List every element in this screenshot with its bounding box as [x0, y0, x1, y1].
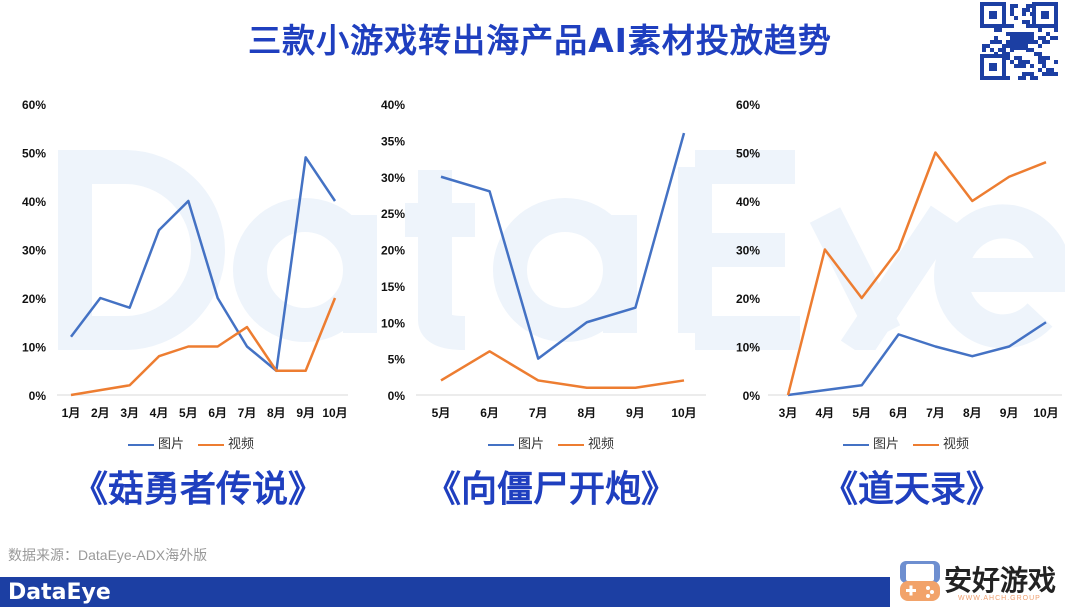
x-tick-label: 1月	[62, 406, 81, 420]
legend-3: 图片 视频	[843, 433, 969, 452]
footer-logo: DataEye	[8, 580, 111, 605]
brand-url: WWW.AHCH.GROUP	[958, 595, 1041, 602]
x-tick-label: 9月	[1000, 406, 1019, 420]
y-tick-label: 20%	[381, 244, 405, 258]
y-tick-label: 30%	[736, 244, 760, 258]
qr-code	[980, 2, 1058, 80]
y-tick-label: 60%	[736, 98, 760, 112]
series-line-video	[786, 151, 1047, 396]
y-tick-label: 0%	[388, 389, 406, 403]
y-tick-label: 30%	[22, 244, 46, 258]
game-title-3: 《道天录》	[822, 469, 1003, 510]
y-tick-label: 0%	[29, 389, 47, 403]
x-tick-label: 10月	[1033, 406, 1058, 420]
y-tick-label: 60%	[22, 98, 46, 112]
y-tick-label: 40%	[736, 195, 760, 209]
legend-video: 视频	[228, 436, 255, 451]
x-tick-label: 3月	[779, 406, 798, 420]
x-tick-label: 6月	[889, 406, 908, 420]
y-tick-label: 50%	[22, 147, 46, 161]
y-tick-label: 5%	[388, 353, 406, 367]
x-tick-label: 8月	[963, 406, 982, 420]
game-title-2: 《向僵尸开炮》	[425, 469, 678, 510]
x-tick-label: 5月	[852, 406, 871, 420]
legend-image: 图片	[873, 436, 900, 451]
x-tick-label: 7月	[238, 406, 257, 420]
data-source: 数据来源：DataEye-ADX海外版	[8, 547, 208, 563]
y-tick-label: 20%	[736, 292, 760, 306]
x-tick-label: 2月	[91, 406, 110, 420]
y-tick-label: 0%	[743, 389, 761, 403]
series-line-image	[70, 156, 337, 372]
footer-bar: DataEye	[0, 577, 890, 607]
x-tick-label: 10月	[671, 406, 696, 420]
y-tick-label: 50%	[736, 147, 760, 161]
y-tick-label: 30%	[381, 171, 405, 185]
y-tick-label: 10%	[736, 341, 760, 355]
watermark	[55, 150, 1073, 360]
y-tick-label: 10%	[22, 341, 46, 355]
y-tick-label: 20%	[22, 292, 46, 306]
legend-image: 图片	[158, 436, 185, 451]
x-tick-label: 4月	[816, 406, 835, 420]
legend-2: 图片 视频	[488, 433, 614, 452]
x-tick-label: 6月	[208, 406, 227, 420]
y-tick-label: 35%	[381, 134, 405, 148]
brand-logo: 安好游戏 WWW.AHCH.GROUP	[896, 557, 1080, 607]
x-tick-label: 9月	[626, 406, 645, 420]
x-tick-label: 9月	[296, 406, 315, 420]
x-tick-label: 6月	[480, 406, 499, 420]
x-tick-label: 8月	[577, 406, 596, 420]
series-line-video	[70, 297, 337, 397]
game-title-1: 《菇勇者传说》	[72, 469, 325, 510]
x-tick-label: 7月	[529, 406, 548, 420]
x-tick-label: 4月	[150, 406, 169, 420]
x-tick-label: 8月	[267, 406, 286, 420]
series-line-video	[440, 350, 685, 389]
x-tick-label: 3月	[120, 406, 139, 420]
legend-image: 图片	[518, 436, 545, 451]
y-tick-label: 40%	[22, 195, 46, 209]
x-tick-label: 5月	[179, 406, 198, 420]
legend-video: 视频	[943, 436, 970, 451]
legend-video: 视频	[588, 436, 615, 451]
page-title: 三款小游戏转出海产品AI素材投放趋势	[248, 21, 832, 60]
series-line-image	[787, 321, 1047, 397]
x-tick-label: 7月	[926, 406, 945, 420]
legend-1: 图片 视频	[128, 433, 254, 452]
y-tick-label: 40%	[381, 98, 405, 112]
y-tick-label: 10%	[381, 316, 405, 330]
x-tick-label: 5月	[432, 406, 451, 420]
y-tick-label: 15%	[381, 280, 405, 294]
x-tick-label: 10月	[322, 406, 347, 420]
series-line-image	[440, 132, 686, 360]
brand-name: 安好游戏	[944, 564, 1057, 597]
gamepad-icon	[900, 561, 940, 601]
y-tick-label: 25%	[381, 207, 405, 221]
